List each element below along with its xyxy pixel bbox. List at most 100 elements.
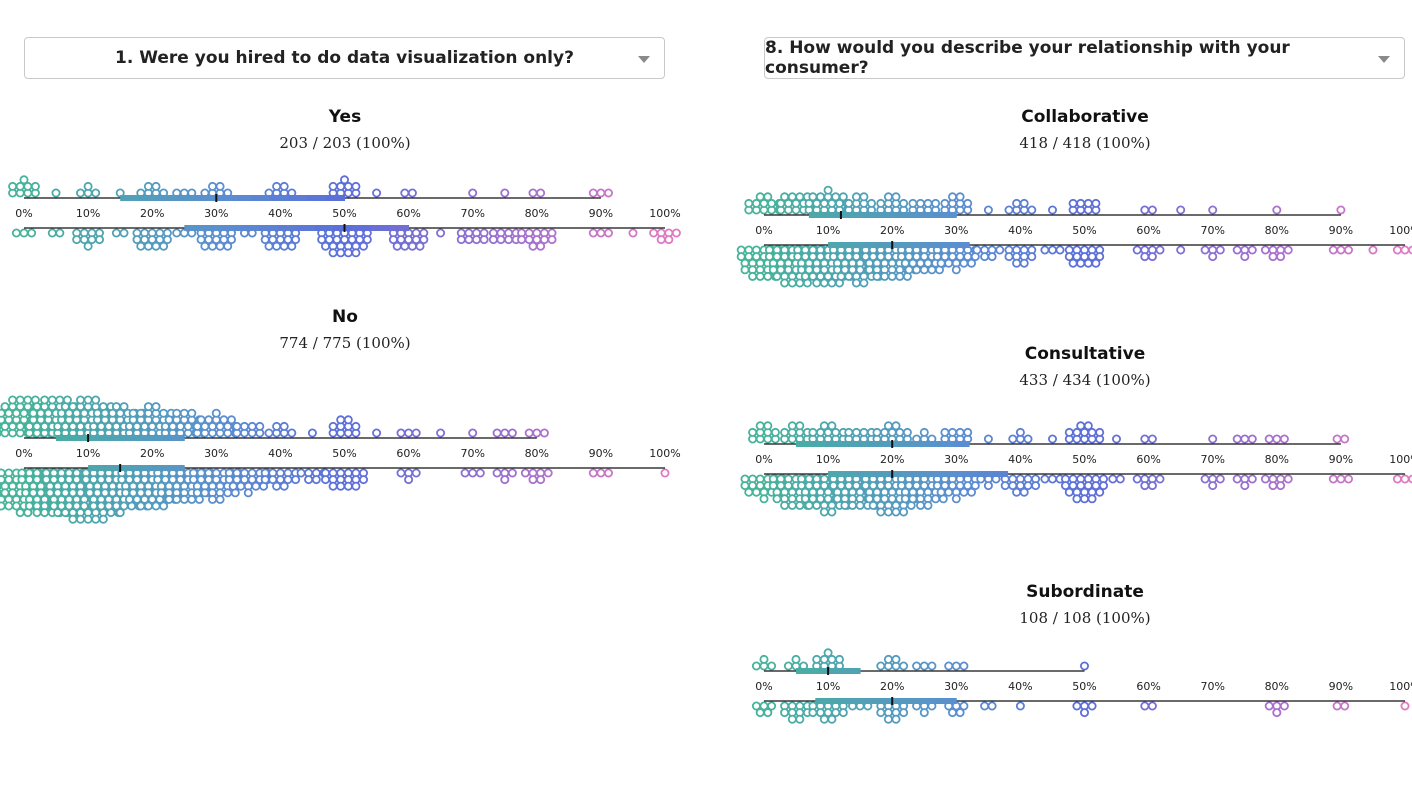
collaborative-bottom-dot <box>927 265 937 275</box>
consultative-bottom-dot <box>1276 481 1286 491</box>
consultative-bottom-dot <box>795 500 805 510</box>
no-bottom-dot <box>296 468 306 478</box>
no-bottom-dot <box>91 514 101 524</box>
yes-bottom-dot <box>407 241 417 251</box>
yes-top-dot <box>372 188 382 198</box>
consultative-top-iqr-bar <box>796 441 811 447</box>
consultative-bottom-dot <box>1336 474 1346 484</box>
subordinate-top-dot <box>751 661 761 671</box>
yes-tick-label: 30% <box>204 207 228 220</box>
no-top-dot <box>211 408 221 418</box>
consultative-top-dot <box>891 421 901 431</box>
collaborative-top-dot <box>1091 198 1101 208</box>
collaborative-top-iqr-bar <box>870 212 884 218</box>
group-title-collaborative: Collaborative <box>1021 107 1149 127</box>
consultative-bottom-dot <box>891 507 901 517</box>
collaborative-tick-label: 50% <box>1072 224 1096 237</box>
no-top-iqr-bar <box>152 435 164 441</box>
collaborative-top-iqr-bar <box>907 212 920 218</box>
collaborative-top-dot <box>1027 205 1037 215</box>
consultative-bottom-iqr-bar <box>887 471 904 477</box>
consultative-top-dot <box>1264 434 1274 444</box>
no-tick-label: 100% <box>649 447 680 460</box>
consultative-bottom-dot <box>1155 474 1165 484</box>
no-bottom-iqr-bar <box>176 465 185 471</box>
yes-top-dot <box>500 188 510 198</box>
collaborative-top-dot <box>955 192 965 202</box>
no-bottom-dot <box>411 468 421 478</box>
collaborative-bottom-dot <box>1027 252 1037 262</box>
yes-bottom-dot <box>488 235 498 245</box>
subordinate-top-dot <box>927 661 937 671</box>
subordinate-bottom-dot <box>763 708 773 718</box>
no-bottom-dot <box>192 488 202 498</box>
consultative-tick-label: 70% <box>1200 453 1224 466</box>
consultative-top-dot <box>948 427 958 437</box>
collaborative-bottom-dot <box>1132 245 1142 255</box>
consultative-top-dot <box>748 427 758 437</box>
collaborative-top-dot <box>859 192 869 202</box>
collaborative-bottom-dot <box>972 245 982 255</box>
subordinate-top-median-marker <box>827 667 830 675</box>
subordinate-top-dot <box>912 661 922 671</box>
no-top-dot <box>92 408 102 418</box>
collaborative-bottom-dot <box>1247 245 1257 255</box>
no-top-dot <box>411 428 421 438</box>
collaborative-bottom-dot <box>1147 252 1157 262</box>
yes-bottom-dot <box>320 241 330 251</box>
yes-bottom-dot <box>547 235 557 245</box>
collaborative-bottom-iqr-bar <box>922 242 935 248</box>
subordinate-top-dot <box>891 654 901 664</box>
consultative-top-dot <box>770 427 780 437</box>
yes-bottom-dot <box>19 228 29 238</box>
yes-bottom-dot <box>200 241 210 251</box>
consultative-bottom-dot <box>967 487 977 497</box>
no-top-dot <box>500 428 510 438</box>
subordinate-tick-label: 20% <box>880 680 904 693</box>
yes-bottom-dot <box>517 235 527 245</box>
yes-bottom-dot <box>536 241 546 251</box>
collaborative-top-dot <box>1019 198 1029 208</box>
collaborative-bottom-dot <box>1155 245 1165 255</box>
chevron-down-icon <box>1378 56 1390 63</box>
collaborative-top-dot <box>931 198 941 208</box>
consultative-bottom-dot <box>951 494 961 504</box>
no-tick-label: 70% <box>460 447 484 460</box>
consultative-top-dot <box>1064 427 1074 437</box>
subordinate-bottom-iqr-bar <box>862 698 875 704</box>
consultative-bottom-dot <box>804 500 814 510</box>
consultative-bottom-dot <box>1048 474 1058 484</box>
yes-tick-label: 40% <box>268 207 292 220</box>
consultative-bottom-dot <box>1260 474 1270 484</box>
no-bottom-dot <box>136 501 146 511</box>
consultative-top-dot <box>755 421 765 431</box>
question-dropdown-right[interactable]: 8. How would you describe your relations… <box>764 37 1405 79</box>
consultative-bottom-dot <box>1283 474 1293 484</box>
no-bottom-dot <box>311 475 321 485</box>
no-top-dot <box>539 428 549 438</box>
collaborative-bottom-dot <box>1040 245 1050 255</box>
no-tick-label: 50% <box>332 447 356 460</box>
consultative-top-iqr-bar <box>824 441 840 447</box>
consultative-bottom-iqr-bar <box>947 471 964 477</box>
no-top-dot <box>55 395 65 405</box>
consultative-bottom-median-marker <box>891 470 894 478</box>
no-bottom-dot <box>358 475 368 485</box>
question-dropdown-left[interactable]: 1. Were you hired to do data visualizati… <box>24 37 665 79</box>
consultative-bottom-dot <box>908 494 918 504</box>
collaborative-bottom-dot <box>864 265 874 275</box>
yes-bottom-iqr-bar <box>296 225 316 231</box>
no-bottom-iqr-bar <box>128 465 137 471</box>
collaborative-bottom-dot <box>1055 245 1065 255</box>
no-bottom-dot <box>40 508 50 518</box>
subordinate-bottom-dot <box>1015 701 1025 711</box>
no-tick-label: 40% <box>268 447 292 460</box>
yes-top-dot <box>339 175 349 185</box>
no-top-iqr-bar <box>77 435 89 441</box>
no-bottom-dot <box>396 468 406 478</box>
subordinate-bottom-dot <box>1332 701 1342 711</box>
subordinate-bottom-dot <box>795 714 805 724</box>
collaborative-top-dot <box>1140 205 1150 215</box>
no-bottom-iqr-bar <box>96 465 105 471</box>
collaborative-bottom-dot <box>959 258 969 268</box>
